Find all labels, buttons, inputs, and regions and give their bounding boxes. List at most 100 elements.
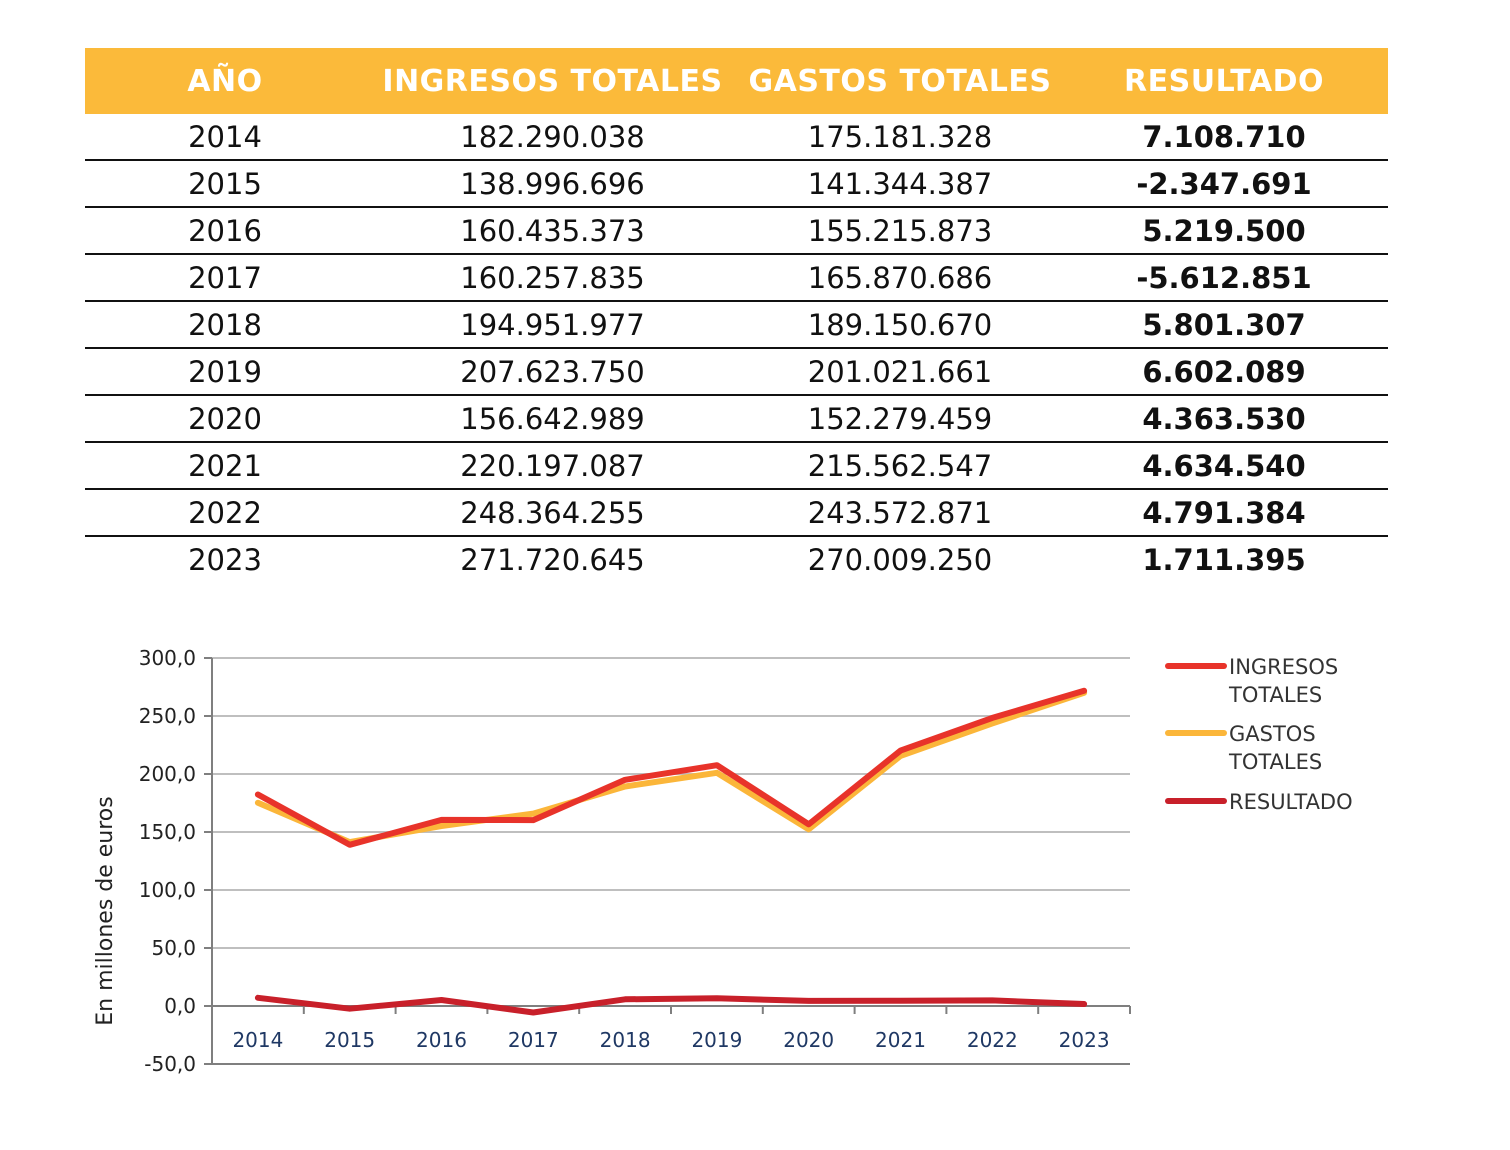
legend-label-gastos: TOTALES [1228,750,1322,774]
cell-expenses: 243.572.871 [740,489,1060,536]
y-axis-title: En millones de euros [93,796,118,1025]
table-row: 2015 138.996.696 141.344.387 -2.347.691 [85,160,1388,207]
y-tick-label: 50,0 [151,936,196,960]
cell-result: 5.219.500 [1060,207,1388,254]
x-tick-label: 2015 [324,1028,375,1052]
data-point-resultado [347,1006,352,1011]
cell-expenses: 189.150.670 [740,301,1060,348]
header-expenses: GASTOS TOTALES [740,48,1060,114]
cell-expenses: 141.344.387 [740,160,1060,207]
x-tick-label: 2021 [875,1028,926,1052]
x-tick-label: 2022 [967,1028,1018,1052]
data-point-ingresos [1082,688,1087,693]
legend-label-ingresos: INGRESOS [1229,655,1338,679]
table-row: 2014 182.290.038 175.181.328 7.108.710 [85,114,1388,160]
legend-label-ingresos: TOTALES [1228,683,1322,707]
line-chart: -50,0 0,0 50,0 100,0 150,0 200,0 250,0 300,0 201… [0,600,1510,1150]
table-row: 2019 207.623.750 201.021.661 6.602.089 [85,348,1388,395]
table-row: 2017 160.257.835 165.870.686 -5.612.851 [85,254,1388,301]
cell-year: 2023 [85,536,365,582]
data-point-resultado [255,995,260,1000]
table-body: 2014 182.290.038 175.181.328 7.108.710 2015 1… [85,114,1388,582]
cell-income: 194.951.977 [365,301,740,348]
y-tick-label: 200,0 [139,762,196,786]
cell-result: 6.602.089 [1060,348,1388,395]
results-table: AÑO INGRESOS TOTALES GASTOS TOTALES RESU… [85,48,1388,582]
cell-result: 4.363.530 [1060,395,1388,442]
data-point-resultado [439,997,444,1002]
data-point-ingresos [623,777,628,782]
header-year: AÑO [85,48,365,114]
data-point-resultado [806,998,811,1003]
cell-income: 220.197.087 [365,442,740,489]
cell-year: 2017 [85,254,365,301]
table-row: 2020 156.642.989 152.279.459 4.363.530 [85,395,1388,442]
chart-container: -50,0 0,0 50,0 100,0 150,0 200,0 250,0 300,0 201… [0,600,1510,1150]
x-tick-label: 2019 [691,1028,742,1052]
y-tick-label: 150,0 [139,820,196,844]
cell-income: 156.642.989 [365,395,740,442]
data-point-gastos [714,770,719,775]
cell-year: 2022 [85,489,365,536]
header-result: RESULTADO [1060,48,1388,114]
data-point-ingresos [439,817,444,822]
cell-expenses: 215.562.547 [740,442,1060,489]
series-line-ingresos [258,691,1084,845]
table-row: 2018 194.951.977 189.150.670 5.801.307 [85,301,1388,348]
data-point-gastos [255,800,260,805]
data-point-resultado [714,996,719,1001]
y-tick-label: 0,0 [164,994,196,1018]
table-header-row: AÑO INGRESOS TOTALES GASTOS TOTALES RESU… [85,48,1388,114]
cell-income: 271.720.645 [365,536,740,582]
cell-year: 2016 [85,207,365,254]
x-tick-label: 2014 [232,1028,283,1052]
data-point-ingresos [347,842,352,847]
legend-label-resultado: RESULTADO [1229,790,1353,814]
cell-year: 2019 [85,348,365,395]
cell-income: 248.364.255 [365,489,740,536]
cell-year: 2020 [85,395,365,442]
table-row: 2023 271.720.645 270.009.250 1.711.395 [85,536,1388,582]
cell-expenses: 175.181.328 [740,114,1060,160]
data-point-gastos [623,784,628,789]
table-row: 2021 220.197.087 215.562.547 4.634.540 [85,442,1388,489]
data-point-ingresos [990,715,995,720]
data-point-ingresos [806,822,811,827]
data-point-gastos [806,827,811,832]
y-tick-label: 250,0 [139,704,196,728]
data-point-ingresos [531,818,536,823]
data-point-resultado [1082,1002,1087,1007]
cell-result: 4.791.384 [1060,489,1388,536]
data-point-gastos [531,811,536,816]
cell-year: 2021 [85,442,365,489]
cell-result: 1.711.395 [1060,536,1388,582]
cell-income: 160.257.835 [365,254,740,301]
header-income: INGRESOS TOTALES [365,48,740,114]
cell-income: 182.290.038 [365,114,740,160]
data-point-gastos [439,823,444,828]
cell-income: 138.996.696 [365,160,740,207]
x-tick-label: 2016 [416,1028,467,1052]
x-tick-label: 2020 [783,1028,834,1052]
data-point-resultado [898,998,903,1003]
x-tick-label: 2017 [508,1028,559,1052]
y-tick-label: 100,0 [139,878,196,902]
cell-result: -2.347.691 [1060,160,1388,207]
y-tick-label: 300,0 [139,646,196,670]
cell-expenses: 155.215.873 [740,207,1060,254]
cell-income: 160.435.373 [365,207,740,254]
data-point-resultado [531,1010,536,1015]
cell-result: 7.108.710 [1060,114,1388,160]
cell-income: 207.623.750 [365,348,740,395]
cell-result: 5.801.307 [1060,301,1388,348]
data-point-resultado [623,997,628,1002]
table-row: 2022 248.364.255 243.572.871 4.791.384 [85,489,1388,536]
data-point-resultado [990,998,995,1003]
cell-result: -5.612.851 [1060,254,1388,301]
x-tick-label: 2023 [1059,1028,1110,1052]
data-point-ingresos [714,763,719,768]
cell-year: 2014 [85,114,365,160]
data-point-ingresos [898,748,903,753]
y-tick-label: -50,0 [144,1052,196,1076]
cell-expenses: 270.009.250 [740,536,1060,582]
